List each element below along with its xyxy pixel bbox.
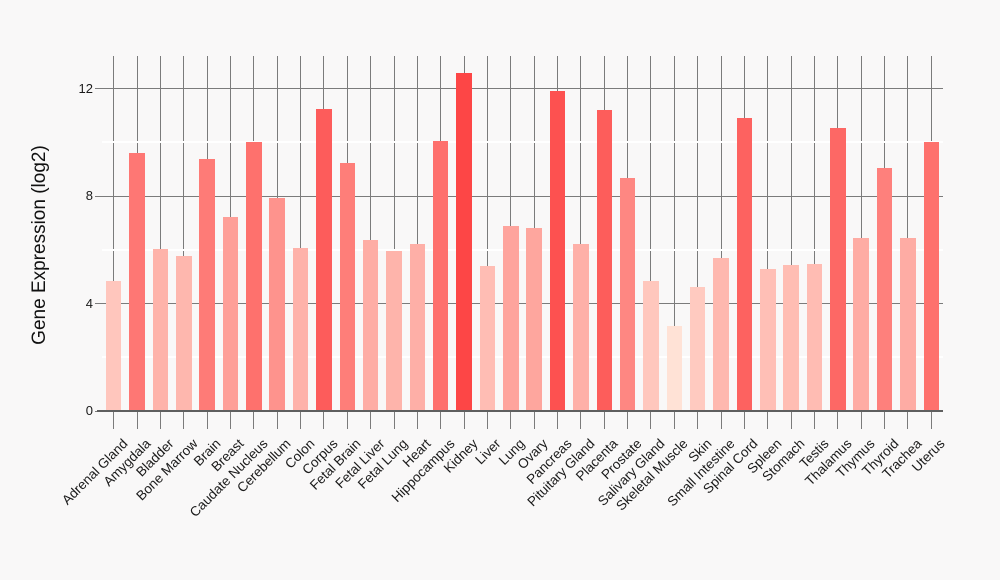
bar-prostate xyxy=(619,178,636,411)
category-gridline xyxy=(673,56,675,429)
y-tick-label: 12 xyxy=(78,80,93,96)
bar-corpus xyxy=(316,109,332,411)
minor-gridline xyxy=(102,248,943,251)
bar-placenta xyxy=(596,110,612,411)
bar-thalamus xyxy=(830,128,846,411)
bar-small-intestine xyxy=(713,257,729,411)
bar-stomach xyxy=(783,265,799,411)
bar-skin xyxy=(689,287,706,411)
x-axis-line xyxy=(97,410,943,412)
category-gridline xyxy=(767,56,769,429)
category-gridline xyxy=(697,56,699,429)
minor-gridline xyxy=(102,141,943,144)
bar-spinal-cord xyxy=(736,118,753,411)
category-gridline xyxy=(159,56,161,429)
bar-lung xyxy=(503,225,519,411)
y-tick-label: 0 xyxy=(85,403,93,418)
bar-breast xyxy=(222,216,239,411)
bar-kidney xyxy=(456,72,472,411)
category-gridline xyxy=(814,56,815,429)
bar-ovary xyxy=(526,228,542,411)
bar-thyroid xyxy=(876,167,893,411)
bar-fetal-liver xyxy=(362,239,379,411)
bar-hippocampus xyxy=(432,140,449,411)
category-gridline xyxy=(790,56,792,429)
bar-fetal-lung xyxy=(386,250,402,411)
category-gridline xyxy=(393,56,395,429)
major-gridline xyxy=(102,88,943,90)
category-gridline xyxy=(486,56,488,429)
bar-colon xyxy=(292,247,309,411)
category-gridline xyxy=(580,56,582,429)
bar-pancreas xyxy=(549,90,566,411)
y-tick-label: 4 xyxy=(85,295,93,311)
bar-brain xyxy=(199,159,215,411)
bar-uterus xyxy=(923,142,940,411)
category-gridline xyxy=(300,56,302,429)
y-tick-label: 8 xyxy=(85,188,93,204)
major-gridline xyxy=(102,195,943,197)
bar-cerebellum xyxy=(269,197,285,411)
bar-caudate-nucleus xyxy=(246,142,262,411)
bar-trachea xyxy=(900,238,916,411)
bar-bone-marrow xyxy=(176,255,192,411)
bar-spleen xyxy=(760,269,776,411)
major-gridline xyxy=(102,303,943,305)
bar-pituitary-gland xyxy=(573,244,589,411)
y-tick-mark xyxy=(95,303,103,305)
bar-testis xyxy=(806,263,823,411)
category-gridline xyxy=(416,56,418,429)
bar-skeletal-muscle xyxy=(666,325,683,411)
bar-fetal-brain xyxy=(339,162,356,411)
category-gridline xyxy=(113,56,115,429)
category-gridline xyxy=(720,56,722,429)
category-gridline xyxy=(183,56,185,429)
bar-bladder xyxy=(152,249,169,411)
y-axis-title: Gene Expression (log2) xyxy=(29,145,50,345)
y-tick-mark xyxy=(95,88,103,90)
bar-heart xyxy=(409,243,426,411)
bar-liver xyxy=(479,266,496,411)
bar-adrenal-gland xyxy=(105,281,122,411)
y-tick-mark xyxy=(95,195,103,197)
bar-thymus xyxy=(853,238,869,411)
category-gridline xyxy=(650,56,652,429)
bar-salivary-gland xyxy=(643,281,659,411)
bar-amygdala xyxy=(129,153,145,411)
minor-gridline xyxy=(102,356,943,359)
